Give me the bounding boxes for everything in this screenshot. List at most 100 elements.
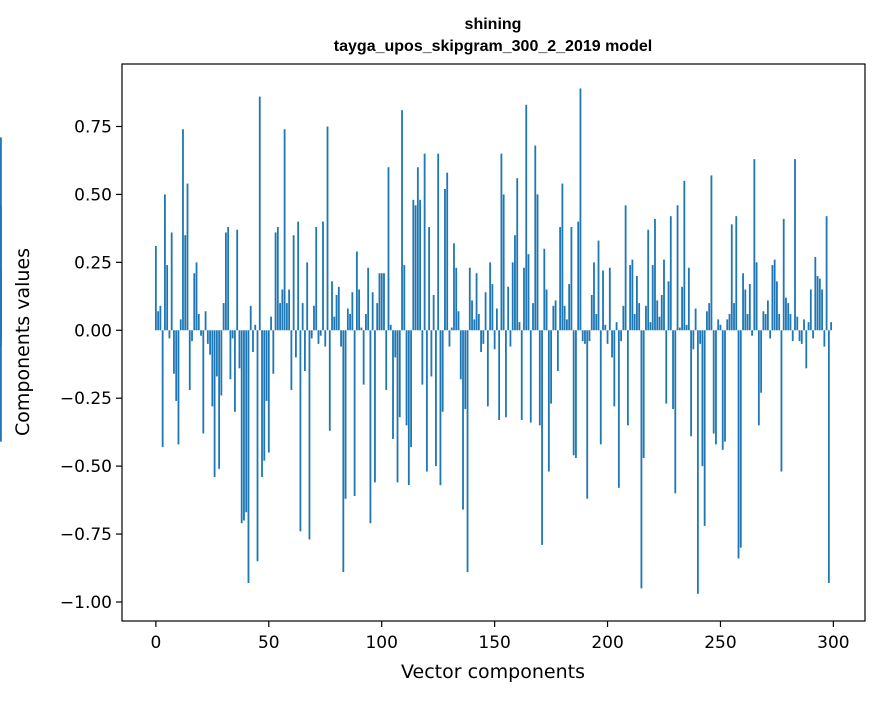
bar (161, 330, 164, 448)
bar (166, 265, 169, 331)
bar (735, 216, 738, 331)
bar (285, 303, 288, 331)
bar (617, 330, 620, 488)
bar (159, 305, 162, 331)
bar (649, 322, 652, 331)
bar (243, 330, 245, 521)
bar (572, 330, 575, 456)
bar (559, 227, 562, 331)
y-axis-label: Components values (12, 248, 34, 436)
bar (545, 289, 548, 331)
bar (778, 313, 781, 331)
bar (294, 330, 297, 358)
bar (477, 313, 480, 331)
bar (669, 216, 672, 331)
bar (290, 330, 293, 391)
x-tick-label: 250 (704, 633, 736, 653)
bar (712, 330, 715, 434)
bar (425, 330, 428, 472)
bar (279, 303, 281, 331)
bar (563, 305, 566, 331)
bar (331, 281, 333, 331)
bar (622, 305, 625, 331)
bar (495, 308, 498, 331)
bar (249, 305, 252, 331)
bar (468, 267, 471, 331)
bar (762, 311, 765, 331)
bar (247, 330, 250, 583)
bar (464, 330, 467, 410)
bar (480, 330, 482, 353)
bar (491, 284, 494, 331)
bar (511, 262, 514, 331)
bar (597, 240, 600, 331)
chart-title: shining (465, 16, 522, 33)
bar (398, 330, 401, 418)
bar (794, 159, 796, 331)
x-tick-label: 300 (817, 633, 849, 653)
bar (471, 300, 473, 331)
bar (681, 286, 683, 331)
bar (317, 330, 320, 344)
bar (547, 330, 550, 472)
bar (809, 289, 812, 331)
bar (484, 292, 487, 331)
bar (717, 319, 720, 331)
bar (380, 273, 383, 331)
bar (175, 330, 178, 401)
bar (687, 267, 690, 331)
bar (493, 330, 496, 350)
x-tick-label: 50 (258, 633, 280, 653)
bar (227, 227, 230, 331)
bar (191, 330, 193, 342)
bar (486, 330, 489, 407)
bar (821, 289, 823, 331)
bar (462, 330, 464, 510)
bar (565, 319, 568, 331)
bar (353, 330, 356, 497)
bar (647, 229, 650, 331)
bar (611, 330, 613, 358)
bar (715, 330, 717, 445)
bar (324, 330, 327, 347)
bar (696, 330, 699, 594)
y-tick-label: −0.50 (60, 457, 112, 477)
bar (371, 292, 374, 331)
bar (651, 265, 654, 331)
bar (220, 330, 223, 396)
bar (520, 330, 523, 420)
bar (726, 319, 729, 331)
bar (748, 284, 751, 331)
bar (764, 313, 767, 331)
bar (288, 289, 291, 331)
bar (599, 330, 602, 445)
bar (642, 330, 645, 458)
bar (168, 330, 171, 339)
bar (624, 205, 627, 331)
bar (608, 267, 611, 331)
bar (685, 324, 688, 331)
bar (507, 286, 510, 331)
bar (301, 303, 304, 331)
bar (182, 129, 184, 331)
bar (274, 232, 277, 331)
bar (699, 330, 702, 344)
bar (308, 330, 311, 540)
bar (789, 313, 792, 331)
bar (570, 227, 573, 331)
bar (299, 330, 302, 532)
y-tick-label: 0.25 (74, 253, 112, 273)
bar (412, 199, 415, 331)
bar (561, 183, 564, 331)
bar (568, 284, 571, 331)
bar (613, 330, 616, 407)
bar (556, 330, 559, 372)
bar (606, 330, 609, 344)
bar (457, 311, 460, 331)
bar (466, 330, 469, 573)
bar (394, 330, 397, 358)
bar (450, 327, 453, 331)
bar (690, 330, 693, 437)
bar (416, 167, 419, 331)
bar (473, 319, 476, 331)
